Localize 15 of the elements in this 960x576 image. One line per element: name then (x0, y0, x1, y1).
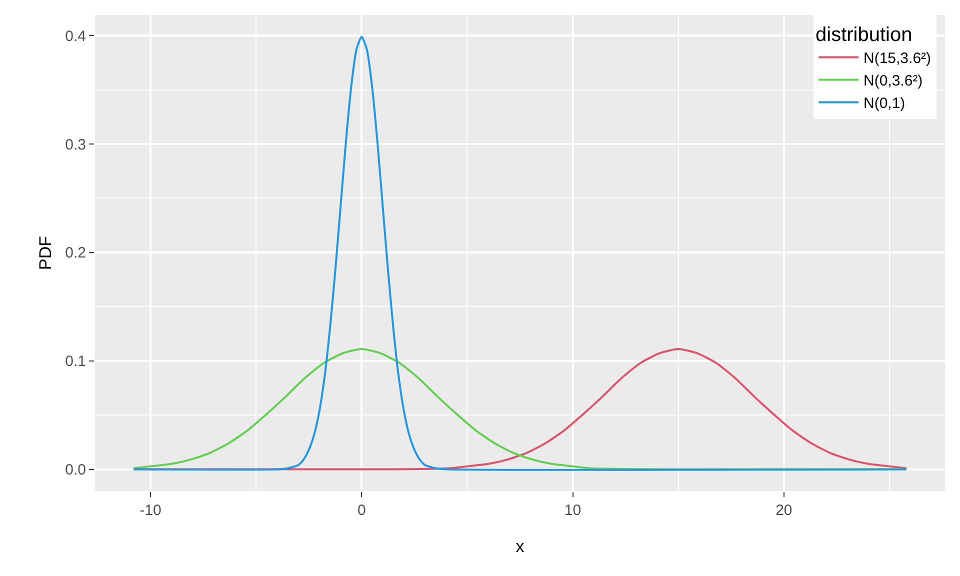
x-axis-title: x (516, 537, 525, 556)
x-tick-label: 10 (564, 502, 582, 519)
legend-label: N(15,3.6²) (864, 50, 932, 68)
legend-title: distribution (816, 24, 912, 46)
x-tick-label: 20 (776, 502, 792, 519)
x-tick-label: -10 (140, 502, 162, 519)
y-tick-label: 0.0 (65, 462, 86, 479)
y-tick-label: 0.1 (65, 353, 86, 370)
y-tick-label: 0.2 (65, 244, 86, 262)
legend-label: N(0,3.6²) (864, 72, 923, 90)
y-axis-title: PDF (36, 236, 55, 270)
x-tick-label: 0 (357, 502, 366, 519)
y-tick-label: 0.4 (65, 28, 86, 45)
legend-label: N(0,1) (864, 95, 906, 112)
y-tick-label: 0.3 (65, 136, 86, 154)
